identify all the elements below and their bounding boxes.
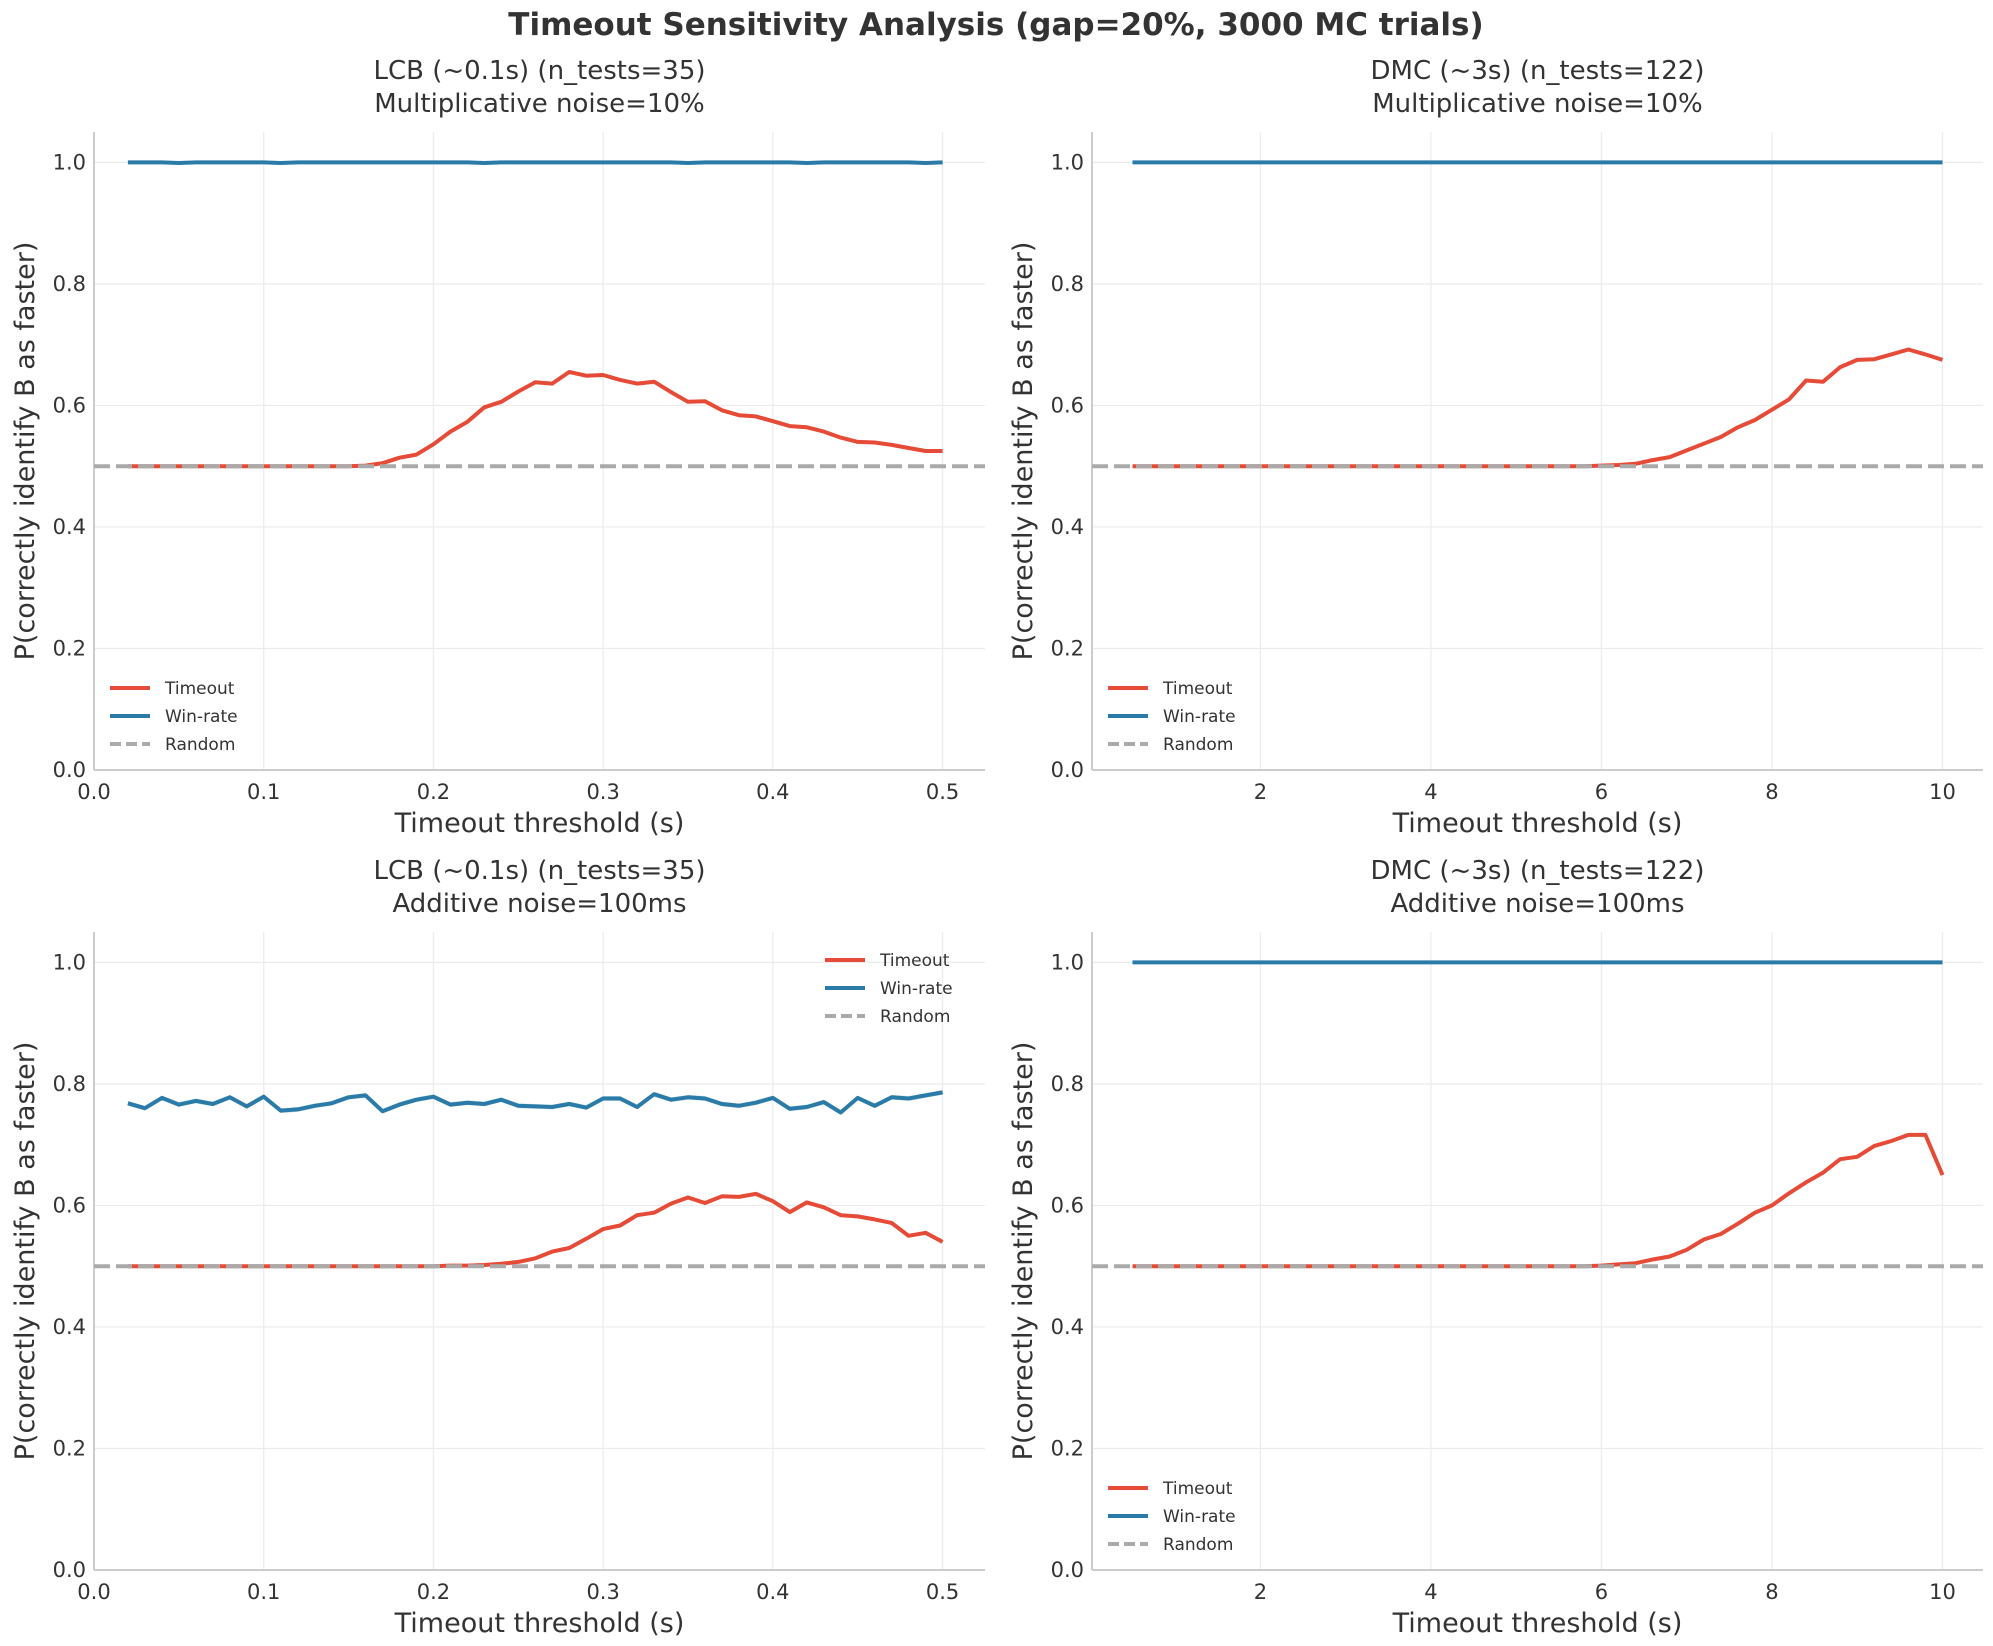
panel-2-legend-timeout-label: Timeout [1162,679,1233,699]
panel-3-x-tick-label: 0.0 [77,1580,110,1604]
panel-2-y-tick-label: 0.0 [1051,758,1084,782]
panel-4-subtitle: Additive noise=100ms [1390,889,1684,919]
panel-1-x-tick-label: 0.1 [247,780,280,804]
panel-4-y-tick-label: 0.4 [1051,1315,1084,1339]
panel-4: DMC (~3s) (n_tests=122)Additive noise=10… [1008,856,1983,1639]
panel-3-y-tick-label: 0.6 [53,1193,86,1217]
panel-4-y-tick-label: 0.2 [1051,1436,1084,1460]
panel-3-y-axis-label: P(correctly identify B as faster) [10,1042,41,1461]
panel-4-x-tick-label: 4 [1424,1580,1437,1604]
panel-2-x-tick-label: 10 [1929,780,1956,804]
panel-1-legend-win-rate-label: Win-rate [165,707,238,727]
panel-3-y-tick-label: 0.8 [53,1072,86,1096]
panel-2-subtitle: Multiplicative noise=10% [1372,89,1703,119]
figure-title: Timeout Sensitivity Analysis (gap=20%, 3… [508,7,1483,43]
panel-2-y-tick-label: 0.4 [1051,515,1084,539]
panel-1-y-tick-label: 0.4 [53,515,86,539]
panel-3-x-tick-label: 0.3 [586,1580,619,1604]
panel-3-legend: Timeout Win-rate Random [825,951,953,1027]
panel-2-y-tick-label: 0.2 [1051,636,1084,660]
panel-4-x-tick-label: 6 [1595,1580,1608,1604]
panel-2: DMC (~3s) (n_tests=122)Multiplicative no… [1008,56,1983,839]
panel-4-legend-random-label: Random [1163,1535,1233,1555]
panel-3-y-tick-label: 0.4 [53,1315,86,1339]
panel-1-y-axis-label: P(correctly identify B as faster) [10,242,41,661]
panel-4-x-axis-label: Timeout threshold (s) [1392,1608,1683,1639]
panel-1-title: LCB (~0.1s) (n_tests=35) [373,56,705,86]
panel-3-title: LCB (~0.1s) (n_tests=35) [373,856,705,886]
panel-1-y-tick-label: 0.8 [53,272,86,296]
panel-4-x-tick-label: 2 [1254,1580,1267,1604]
panel-1-x-axis-label: Timeout threshold (s) [394,808,685,839]
panel-1-x-tick-label: 0.5 [926,780,959,804]
panel-1-legend: Timeout Win-rate Random [110,679,238,755]
panel-1-x-tick-label: 0.2 [417,780,450,804]
panel-4-y-axis-label: P(correctly identify B as faster) [1008,1042,1039,1461]
panel-3-legend-timeout-label: Timeout [879,951,950,971]
panel-2-x-tick-label: 6 [1595,780,1608,804]
panel-1-x-tick-label: 0.4 [756,780,789,804]
panel-3-legend-random-label: Random [880,1007,950,1027]
panel-3-y-tick-label: 0.2 [53,1436,86,1460]
panel-4-y-tick-label: 0.6 [1051,1193,1084,1217]
panel-1-y-tick-label: 0.2 [53,636,86,660]
panel-2-legend-random-label: Random [1163,735,1233,755]
panel-4-title: DMC (~3s) (n_tests=122) [1371,856,1705,886]
panel-2-y-tick-label: 0.6 [1051,393,1084,417]
panel-2-legend-win-rate-label: Win-rate [1163,707,1236,727]
panel-1-y-tick-label: 0.0 [53,758,86,782]
panel-3-y-tick-label: 1.0 [53,950,86,974]
panel-2-x-tick-label: 8 [1765,780,1778,804]
panel-3-subtitle: Additive noise=100ms [392,889,686,919]
panel-4-x-tick-label: 10 [1929,1580,1956,1604]
panel-3-x-axis-label: Timeout threshold (s) [394,1608,685,1639]
panel-4-y-tick-label: 1.0 [1051,950,1084,974]
panel-1-legend-timeout-label: Timeout [164,679,235,699]
panel-1-y-tick-label: 1.0 [53,150,86,174]
panel-3-x-tick-label: 0.1 [247,1580,280,1604]
panel-3-legend-win-rate-label: Win-rate [880,979,953,999]
panel-2-y-axis-label: P(correctly identify B as faster) [1008,242,1039,661]
panel-2-legend: Timeout Win-rate Random [1108,679,1236,755]
panel-4-y-tick-label: 0.0 [1051,1558,1084,1582]
panel-3-win-rate-series-line [127,1090,943,1115]
panel-1-y-tick-label: 0.6 [53,393,86,417]
panel-2-x-axis-label: Timeout threshold (s) [1392,808,1683,839]
panel-4-legend-timeout-label: Timeout [1162,1479,1233,1499]
panel-1-legend-random-label: Random [165,735,235,755]
panel-2-y-tick-label: 1.0 [1051,150,1084,174]
panel-3-x-tick-label: 0.2 [417,1580,450,1604]
panel-2-x-tick-label: 4 [1424,780,1437,804]
panel-4-y-tick-label: 0.8 [1051,1072,1084,1096]
panel-1: LCB (~0.1s) (n_tests=35)Multiplicative n… [10,56,985,839]
panel-3-x-tick-label: 0.5 [926,1580,959,1604]
panel-4-x-tick-label: 8 [1765,1580,1778,1604]
panel-4-timeout-series-line [1132,1132,1945,1269]
panel-2-y-tick-label: 0.8 [1051,272,1084,296]
panel-2-title: DMC (~3s) (n_tests=122) [1371,56,1705,86]
panel-3-y-tick-label: 0.0 [53,1558,86,1582]
panel-3-x-tick-label: 0.4 [756,1580,789,1604]
panel-3: LCB (~0.1s) (n_tests=35)Additive noise=1… [10,856,985,1639]
panel-2-x-tick-label: 2 [1254,780,1267,804]
panel-1-x-tick-label: 0.3 [586,780,619,804]
panel-4-legend: Timeout Win-rate Random [1108,1479,1236,1555]
panel-1-x-tick-label: 0.0 [77,780,110,804]
panel-1-subtitle: Multiplicative noise=10% [374,89,705,119]
panel-1-win-rate-series-line [127,160,943,165]
panel-4-legend-win-rate-label: Win-rate [1163,1507,1236,1527]
